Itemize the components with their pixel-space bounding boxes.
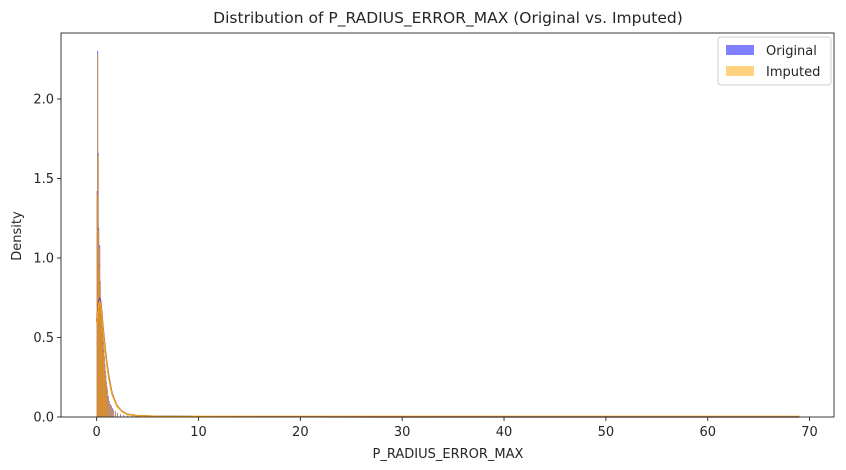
- y-tick-label: 2.0: [33, 92, 54, 107]
- plot-area: [60, 32, 835, 418]
- x-tick-label: 30: [394, 425, 411, 440]
- histogram-bar-imputed-23: [109, 404, 111, 418]
- legend: Original Imputed: [717, 36, 832, 86]
- imputed-histogram-bars: [96, 54, 800, 418]
- histogram-bar-imputed-20: [106, 391, 108, 418]
- kde-lines: [95, 297, 800, 418]
- x-tick-label: 50: [598, 425, 615, 440]
- histogram-bar-imputed-26: [112, 410, 114, 418]
- x-tick-label: 10: [190, 425, 207, 440]
- y-axis-label: Density: [10, 211, 25, 261]
- x-tick-label: 40: [496, 425, 513, 440]
- plot-frame: [60, 32, 835, 418]
- legend-label-original: Original: [766, 44, 817, 59]
- y-tick-label: 1.5: [33, 172, 54, 187]
- x-axis: 0 10 20 30 40 50 60 70: [93, 417, 818, 440]
- legend-swatch-original: [726, 45, 754, 55]
- y-tick-label: 0.0: [33, 411, 54, 426]
- x-tick-label: 60: [699, 425, 716, 440]
- histogram-bar-imputed-25: [111, 408, 113, 418]
- histogram-bar-imputed-27: [114, 411, 117, 418]
- legend-swatch-imputed: [726, 66, 754, 76]
- x-tick-label: 70: [801, 425, 818, 440]
- x-axis-label: P_RADIUS_ERROR_MAX: [373, 447, 524, 462]
- histogram-bar-imputed-21: [107, 397, 109, 418]
- kde-line-original: [95, 297, 800, 418]
- legend-label-imputed: Imputed: [766, 65, 820, 80]
- histogram-bar-imputed-24: [110, 406, 112, 418]
- y-tick-label: 1.0: [33, 251, 54, 266]
- y-tick-label: 0.5: [33, 331, 54, 346]
- histogram-bar-imputed-22: [108, 401, 110, 418]
- chart-title: Distribution of P_RADIUS_ERROR_MAX (Orig…: [213, 9, 683, 28]
- x-tick-label: 0: [93, 425, 101, 440]
- kde-line-imputed: [95, 298, 800, 418]
- histogram-bar-imputed-28: [116, 413, 119, 418]
- y-axis: 0.0 0.5 1.0 1.5 2.0: [33, 92, 61, 426]
- x-tick-label: 20: [292, 425, 309, 440]
